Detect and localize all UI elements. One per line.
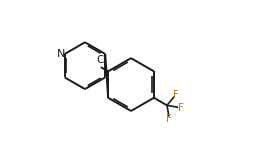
Text: Cl: Cl <box>97 55 107 65</box>
Text: N: N <box>57 48 66 59</box>
Text: F: F <box>166 114 172 124</box>
Text: F: F <box>173 90 179 100</box>
Text: F: F <box>178 103 184 113</box>
